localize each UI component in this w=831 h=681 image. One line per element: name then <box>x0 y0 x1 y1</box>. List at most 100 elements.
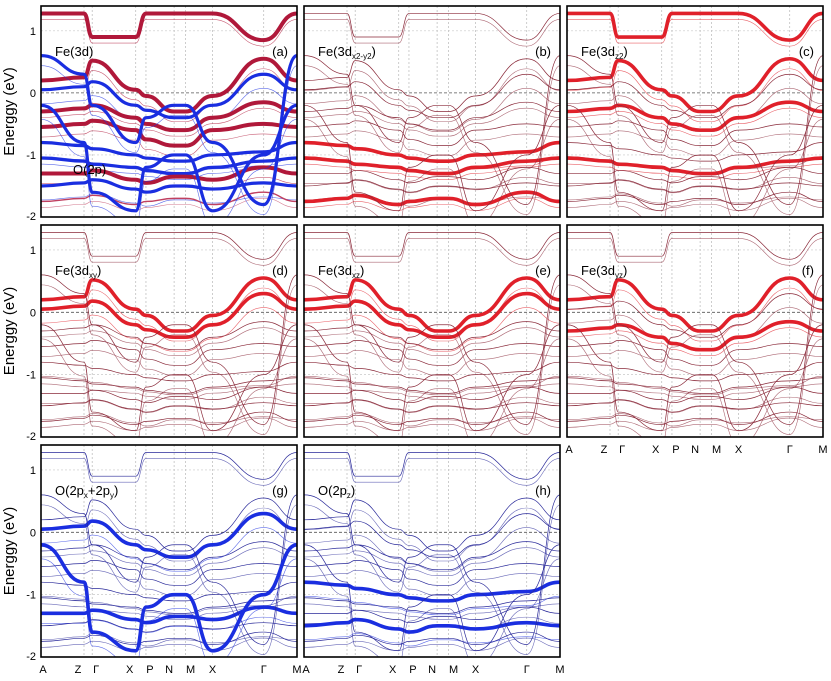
y-tick-label: -1 <box>26 150 36 162</box>
band-line-b11 <box>304 274 560 425</box>
band-line-echo <box>41 396 297 414</box>
band-line-b1 <box>567 11 823 42</box>
band-line-b11 <box>41 274 297 425</box>
panel-tag: (e) <box>535 263 551 278</box>
band-line-b6 <box>304 361 560 382</box>
band-line-b11 <box>304 494 560 645</box>
panel-a: (a) Fe(3d) O(2p) 1 0 -1 -2 Energgy (eV) <box>1 5 298 223</box>
band-line-echo <box>304 558 560 657</box>
band-line-b10 <box>304 411 560 425</box>
band-line-echo <box>304 633 560 647</box>
band-line-echo <box>567 118 823 217</box>
band-line-echo <box>304 68 560 122</box>
band-line-b4 <box>41 321 297 351</box>
x-tick-label: Γ <box>619 444 625 456</box>
band-line-b5 <box>567 340 823 366</box>
band-line-b3 <box>304 73 560 119</box>
band-line-echo <box>41 107 297 137</box>
band-line-echo <box>304 375 560 396</box>
band-line-b10 <box>41 631 297 645</box>
x-tick-label: P <box>146 664 153 676</box>
band-line-b9 <box>41 399 297 413</box>
band-line-echo <box>304 238 560 266</box>
x-tick-label: A <box>302 664 310 676</box>
band-line-echo <box>567 287 823 342</box>
band-line-echo <box>567 417 823 431</box>
band-line-echo <box>41 197 297 211</box>
band-line-echo <box>304 570 560 596</box>
band-line-b9 <box>304 179 560 193</box>
orbital-label: Fe(3dz2) <box>581 44 628 61</box>
band-line-b7 <box>567 377 823 394</box>
band-line-b6 <box>304 580 560 603</box>
x-tick-label: N <box>165 664 173 676</box>
band-line-echo <box>41 65 297 215</box>
band-line-echo <box>567 413 823 427</box>
band-line-echo <box>41 193 297 207</box>
band-line-b1 <box>304 13 560 41</box>
x-tick-label: M <box>449 664 458 676</box>
orbital-label-secondary: O(2p) <box>73 162 106 177</box>
x-tick-label: X <box>209 664 217 676</box>
band-line-b4 <box>304 321 560 351</box>
band-line-b10 <box>567 411 823 425</box>
band-line-b12 <box>41 542 297 653</box>
band-line-b10 <box>41 191 297 206</box>
band-line-b6 <box>304 140 560 163</box>
panel-f: (f)Fe(3dyz)A Z Γ X P N M X Γ M <box>565 224 828 456</box>
x-tick-label: Z <box>75 664 82 676</box>
y-axis-label: Energgy (eV) <box>1 67 18 155</box>
band-line-b11 <box>41 494 297 645</box>
band-line-b11 <box>41 54 297 207</box>
band-line-echo <box>567 284 823 435</box>
band-line-echo <box>304 177 560 194</box>
band-line-echo <box>567 238 823 266</box>
band-line-b6 <box>41 361 297 382</box>
band-line-b12 <box>304 104 560 212</box>
band-line-echo <box>567 177 823 194</box>
y-tick-label: -2 <box>26 211 36 223</box>
band-line-echo <box>567 350 823 376</box>
panel-frame <box>566 224 824 438</box>
x-tick-label: M <box>186 664 195 676</box>
band-line-echo <box>304 507 560 562</box>
band-line-echo <box>304 547 560 577</box>
band-line-b2 <box>304 497 560 552</box>
panel-b: (b) Fe(3dx2-y2) <box>303 5 561 218</box>
y-tick-label: 1 <box>30 245 36 257</box>
band-line-echo <box>304 87 560 133</box>
band-line-echo <box>304 637 560 651</box>
band-line-echo <box>567 107 823 137</box>
x-tick-label: Γ <box>93 664 99 676</box>
band-line-b10 <box>304 190 560 207</box>
band-line-b2 <box>304 276 560 333</box>
band-line-b3 <box>41 291 297 340</box>
panel-frame <box>566 5 824 218</box>
y-tick-label: 0 <box>30 307 36 319</box>
x-tick-label: Γ <box>356 664 362 676</box>
band-line-echo <box>567 130 823 156</box>
band-line-echo <box>304 19 560 47</box>
x-tick-label: Γ <box>261 664 267 676</box>
band-line-b5 <box>41 340 297 366</box>
y-tick-label: 1 <box>30 26 36 38</box>
band-line-echo <box>304 417 560 431</box>
band-line-b5 <box>41 118 297 148</box>
band-line-b6 <box>567 142 823 162</box>
band-line-b7 <box>304 597 560 614</box>
y-axis-label: Energgy (eV) <box>1 507 18 595</box>
orbital-label: O(2pz) <box>318 483 355 500</box>
band-line-b12 <box>567 104 823 212</box>
band-line-echo <box>304 197 560 211</box>
band-line-echo <box>304 130 560 156</box>
y-tick-label: -1 <box>26 370 36 382</box>
band-line-b3 <box>567 293 823 338</box>
panel-frame <box>303 5 561 218</box>
band-line-b2 <box>41 56 297 114</box>
band-line-echo <box>304 458 560 486</box>
band-line-echo <box>41 616 297 634</box>
band-line-echo <box>41 118 297 217</box>
band-line-b5 <box>41 560 297 586</box>
orbital-label: O(2px+2py) <box>55 483 118 500</box>
orbital-label: Fe(3dxy) <box>55 263 101 280</box>
